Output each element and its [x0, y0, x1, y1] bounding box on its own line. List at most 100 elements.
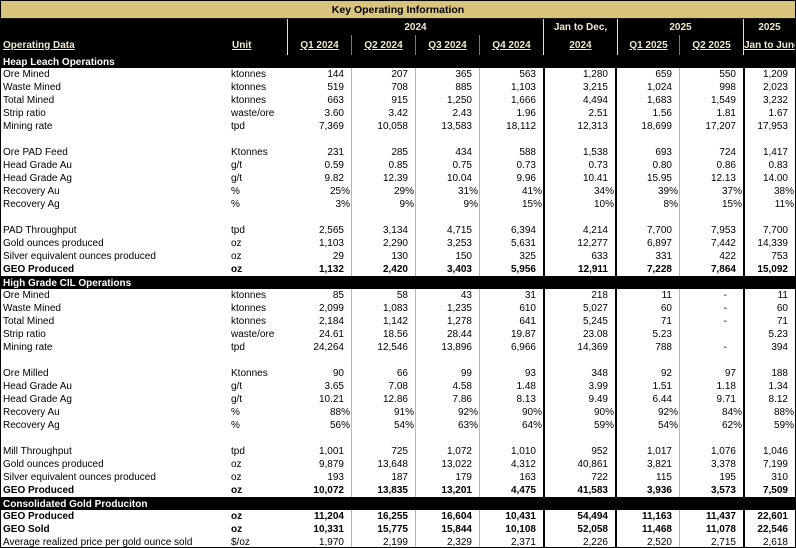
cell-value [617, 432, 679, 445]
row-label: Strip ratio [3, 108, 46, 119]
cell-value: 37% [679, 185, 743, 198]
row-label: Gold ounces produced [3, 459, 104, 470]
cell-value: 519 [327, 82, 344, 93]
row-unit: oz [231, 238, 242, 249]
cell-value: 2,199 [351, 536, 415, 547]
cell-value: 179 [415, 471, 479, 484]
cell-value: 1,083 [351, 302, 415, 315]
cell-value: 753 [743, 250, 795, 263]
table-row: GEO Produced oz 1,132 2,420 3,403 5,956 12,911… [1, 263, 795, 276]
row-unit: ktonnes [231, 69, 267, 80]
cell-value: - [679, 289, 743, 302]
cell-value: 10,058 [351, 120, 415, 133]
operating-data-header: Operating Data [3, 39, 75, 51]
unit-header: Unit [232, 39, 252, 51]
table-row: GEO Produced oz 11,204 16,255 16,604 10,431 54… [1, 510, 795, 523]
cell-value: 38% [743, 185, 795, 198]
row-label [1, 211, 230, 224]
cell-value: 998 [679, 81, 743, 94]
row-unit [230, 133, 287, 146]
cell-value [743, 133, 795, 146]
cell-value: 16,255 [351, 510, 415, 523]
cell-value: 2,715 [679, 536, 743, 547]
cell-value: 434 [415, 146, 479, 159]
cell-value: - [679, 341, 743, 354]
cell-value: 1,538 [543, 146, 617, 159]
row-label: GEO Produced [3, 485, 75, 496]
cell-value: 3,936 [646, 485, 672, 496]
cell-value: 1.56 [652, 108, 672, 119]
cell-value: 4,475 [479, 484, 543, 497]
cell-value: 2,618 [743, 536, 795, 547]
cell-value: 3% [335, 199, 350, 210]
cell-value: 150 [415, 250, 479, 263]
cell-value: 5,245 [543, 315, 617, 328]
cell-value: 5.23 [652, 329, 672, 340]
row-unit: waste/ore [231, 329, 275, 340]
table-row: Strip ratio waste/ore 3.60 3.42 2.43 1.96 2.51… [1, 107, 795, 120]
row-unit: g/t [231, 173, 243, 184]
row-label: Total Mined [3, 95, 55, 106]
row-label: Ore PAD Feed [3, 147, 68, 158]
cell-value: 34% [543, 185, 617, 198]
cell-value: 12,911 [543, 263, 617, 276]
cell-value: 90% [479, 406, 543, 419]
cell-value: 1,235 [415, 302, 479, 315]
cell-value [287, 432, 351, 445]
cell-value: 66 [351, 367, 415, 380]
cell-value: 88% [743, 406, 795, 419]
cell-value: 7,442 [679, 237, 743, 250]
table-row: Head Grade Au g/t 3.65 7.08 4.58 1.48 3.99 1.51… [1, 380, 795, 393]
cell-value: 708 [351, 81, 415, 94]
row-unit: ktonnes [231, 95, 267, 106]
cell-value: 7,228 [646, 264, 672, 275]
row-label: GEO Produced [3, 264, 75, 275]
cell-value: 2,520 [646, 537, 672, 548]
cell-value: 54,494 [543, 510, 617, 523]
cell-value: 193 [327, 472, 344, 483]
cell-value: 0.85 [351, 159, 415, 172]
spacer-row [1, 133, 795, 146]
cell-value: 1,017 [646, 446, 672, 457]
column-label-row: Operating Data Unit Q1 2024 Q2 2024 Q3 2… [1, 35, 795, 55]
cell-value: 7,953 [679, 224, 743, 237]
cell-value: 195 [679, 471, 743, 484]
cell-value: 1,549 [679, 94, 743, 107]
cell-value: 1,666 [479, 94, 543, 107]
cell-value: 23.08 [543, 328, 617, 341]
row-label: Average realized price per gold ounce so… [3, 537, 193, 548]
cell-value: 29 [332, 251, 344, 262]
cell-value: 1,250 [415, 94, 479, 107]
cell-value: 885 [415, 81, 479, 94]
row-label: Mining rate [3, 121, 53, 132]
row-unit: tpd [231, 342, 245, 353]
cell-value: 31% [415, 185, 479, 198]
cell-value [415, 133, 479, 146]
cell-value: 28.44 [415, 328, 479, 341]
jan-dec-header-line1: Jan to Dec, [543, 19, 617, 35]
table-row: Ore Mined ktonnes 85 58 43 31 218 11-11 [1, 289, 795, 302]
cell-value: 10,072 [313, 485, 344, 496]
cell-value: 7,864 [679, 263, 743, 276]
cell-value: 0.83 [743, 159, 795, 172]
cell-value: 6,897 [646, 238, 672, 249]
cell-value: 3,378 [679, 458, 743, 471]
table-row: Head Grade Ag g/t 10.21 12.86 7.86 8.13 9.49 6.… [1, 393, 795, 406]
cell-value: 663 [327, 95, 344, 106]
cell-value: 10,331 [313, 524, 344, 535]
table-row: Total Mined ktonnes 2,184 1,142 1,278 641 5,24… [1, 315, 795, 328]
row-unit: oz [231, 485, 243, 496]
cell-value: 2,099 [318, 303, 344, 314]
cell-value: - [679, 315, 743, 328]
row-unit: % [231, 407, 240, 418]
cell-value: 92% [415, 406, 479, 419]
cell-value: 25% [329, 186, 350, 197]
cell-value: 90 [332, 368, 344, 379]
table-row: Gold ounces produced oz 1,103 2,290 3,253 5,6… [1, 237, 795, 250]
row-label: Waste Mined [3, 303, 61, 314]
year-group-2025: 2025 [617, 19, 743, 35]
cell-value: 0.80 [652, 160, 672, 171]
cell-value: 10.21 [318, 394, 344, 405]
cell-value: 31 [479, 289, 543, 302]
